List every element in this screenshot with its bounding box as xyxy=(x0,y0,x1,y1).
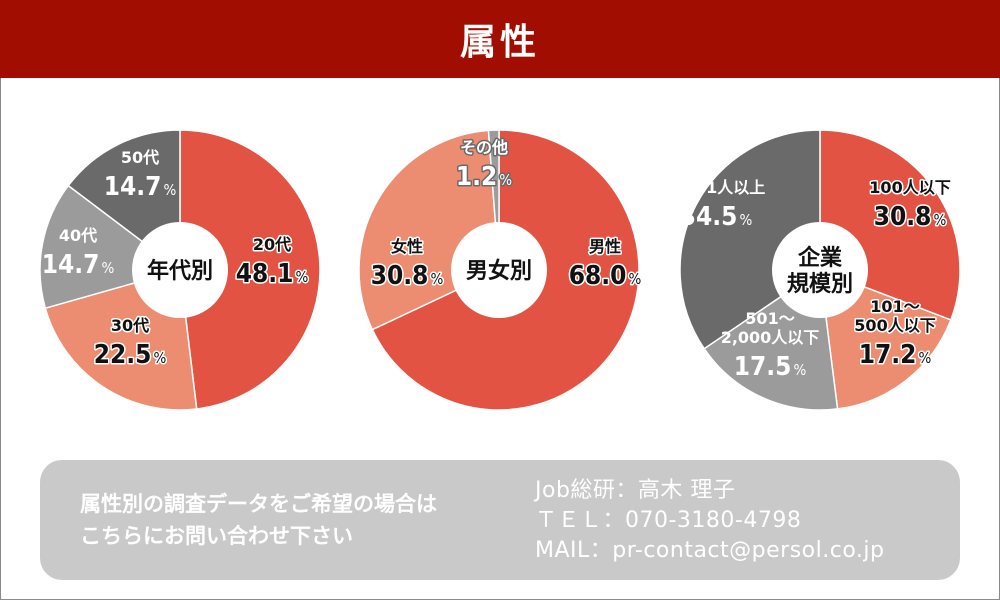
pie-slice xyxy=(679,129,821,350)
slice-value: 14.7% xyxy=(104,172,177,202)
contact-details: Job総研：高木 理子 ＴＥＬ：070-3180-4798 MAIL：pr-co… xyxy=(535,476,884,566)
slice-value: 30.8% xyxy=(371,261,444,291)
page-title: 属性 xyxy=(459,22,540,63)
slice-label: 100人以下 xyxy=(869,178,950,197)
slice-label: 500人以下 xyxy=(854,316,935,335)
slice-value: 48.1% xyxy=(236,259,309,289)
slice-label: 20代 xyxy=(253,235,291,254)
contact-mail[interactable]: MAIL：pr-contact@persol.co.jp xyxy=(535,538,885,563)
slice-value: 68.0% xyxy=(569,261,642,291)
donut-chart-1: 年代別 20代 48.1 % 30代 22.5 % 40代 14.7 % 50代 14.7% xyxy=(39,129,321,411)
donut-hole xyxy=(132,222,228,318)
header-bar: 属性 xyxy=(0,0,1000,78)
slice-value: 14.7% xyxy=(42,250,115,280)
slice-value: 30.8% xyxy=(874,202,947,232)
slice-value: 17.5% xyxy=(734,352,807,382)
slice-label: その他 xyxy=(460,138,508,157)
slice-value: 17.2% xyxy=(859,340,932,370)
slice-label: 2,000人以下 xyxy=(721,328,820,347)
slice-label: 男性 xyxy=(589,237,621,256)
donut-center-label: 男女別 xyxy=(466,258,532,284)
slice-label: 101～ xyxy=(870,297,919,316)
data-request-note: 属性別の調査データをご希望の場合は こちらにお問い合わせ下さい xyxy=(80,488,437,552)
donut-hole xyxy=(772,222,868,318)
slice-label: 2,001人以上 xyxy=(667,178,766,197)
donut-center-label: 年代別 xyxy=(147,258,213,284)
slice-value: 1.2% xyxy=(456,162,512,192)
slice-value: 34.5% xyxy=(680,202,753,232)
donut-chart-2: 男女別 男性 68.0 % 女性 30.8 % その他 1.2% xyxy=(358,129,643,411)
slice-value: 22.5% xyxy=(94,340,167,370)
contact-tel[interactable]: ＴＥＬ：070-3180-4798 xyxy=(535,508,802,533)
pie-slice xyxy=(179,129,321,410)
contact-info-box: 属性別の調査データをご希望の場合は こちらにお問い合わせ下さい Job総研：高木… xyxy=(40,460,960,580)
slice-label: 501～ xyxy=(745,309,794,328)
donut-hole xyxy=(451,222,547,318)
request-line-2: こちらにお問い合わせ下さい xyxy=(80,524,353,548)
donut-center-label: 規模別 xyxy=(787,272,853,297)
slice-label: 女性 xyxy=(391,237,423,256)
slice-label: 30代 xyxy=(111,316,149,335)
contact-name: Job総研：高木 理子 xyxy=(535,478,736,503)
donut-center-label: 企業 xyxy=(797,245,843,271)
slice-label: 40代 xyxy=(59,226,97,245)
request-line-1: 属性別の調査データをご希望の場合は xyxy=(80,492,437,516)
slice-label: 50代 xyxy=(121,148,159,167)
